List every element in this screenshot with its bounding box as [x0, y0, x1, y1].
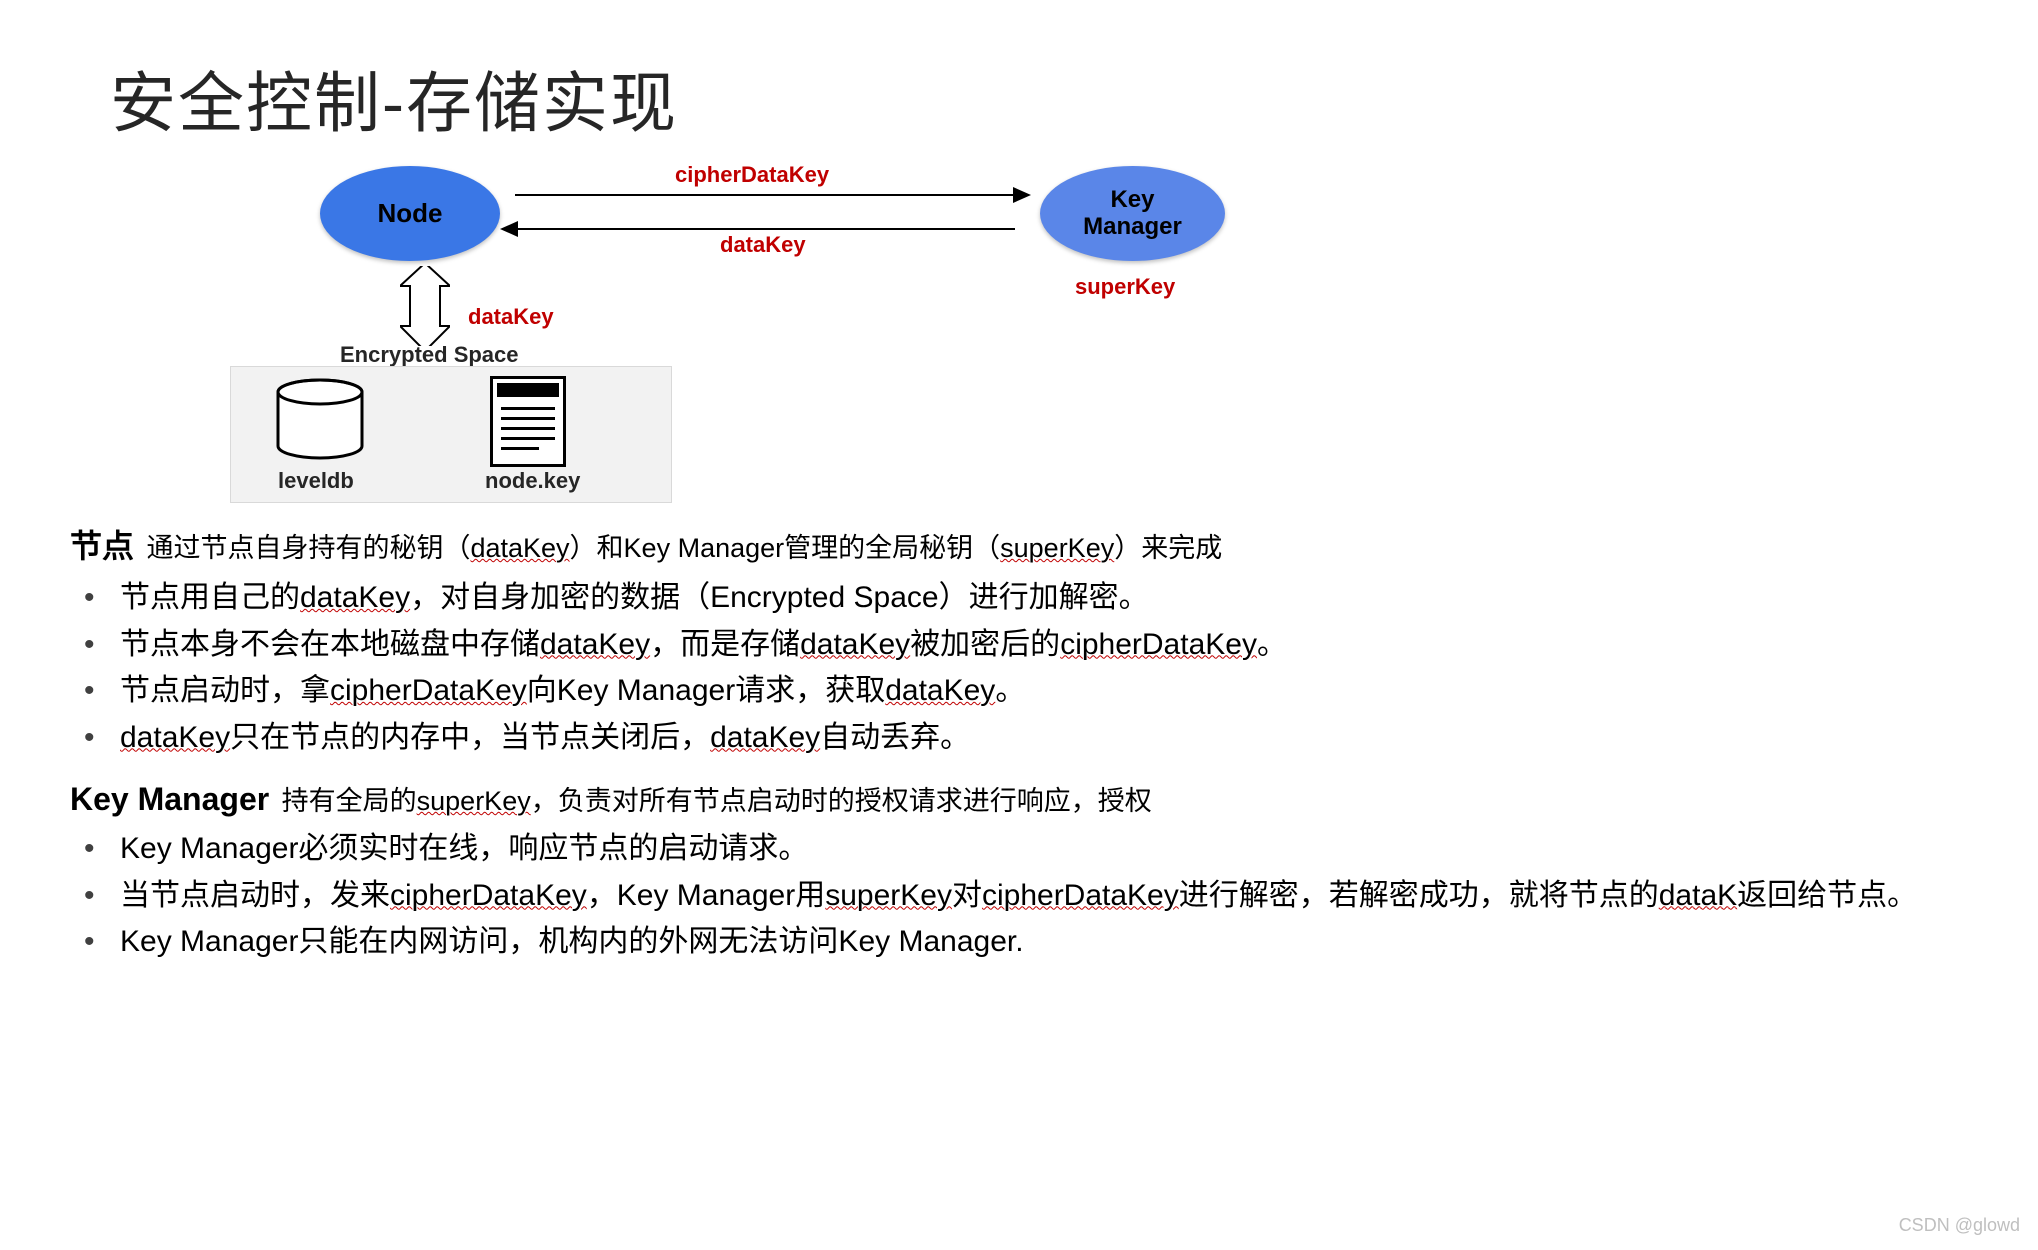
node-bullets: 节点用自己的dataKey，对自身加密的数据（Encrypted Space）进… [70, 575, 1968, 761]
down-data-key-label: dataKey [468, 304, 554, 330]
section-km-head: Key Manager [70, 781, 269, 817]
arrow-top [515, 194, 1015, 196]
bullet-item: 节点启动时，拿cipherDataKey向Key Manager请求，获取dat… [70, 668, 1968, 715]
block-arrow-icon [400, 266, 450, 346]
bullet-item: dataKey只在节点的内存中，当节点关闭后，dataKey自动丢弃。 [70, 715, 1968, 762]
section-node-sub: 通过节点自身持有的秘钥（dataKey）和Key Manager管理的全局秘钥（… [146, 533, 1222, 563]
section-km-sub: 持有全局的superKey，负责对所有节点启动时的授权请求进行响应，授权 [282, 786, 1152, 816]
bullet-item: 节点用自己的dataKey，对自身加密的数据（Encrypted Space）进… [70, 575, 1968, 622]
section-node: 节点 通过节点自身持有的秘钥（dataKey）和Key Manager管理的全局… [70, 521, 1968, 567]
cipher-data-key-label: cipherDataKey [675, 162, 829, 188]
arrow-bottom [515, 228, 1015, 230]
leveldb-icon [270, 378, 370, 468]
page-title: 安全控制-存储实现 [110, 50, 1968, 146]
architecture-diagram: Node KeyManager cipherDataKey dataKey su… [190, 166, 1290, 506]
super-key-label: superKey [1075, 274, 1175, 300]
watermark: CSDN @glowd [1899, 1215, 2020, 1236]
nodekey-file-icon [490, 376, 566, 467]
node-ellipse: Node [320, 166, 500, 261]
encrypted-space-title: Encrypted Space [340, 342, 519, 368]
bullet-item: 节点本身不会在本地磁盘中存储dataKey，而是存储dataKey被加密后的ci… [70, 622, 1968, 669]
km-bullets: Key Manager必须实时在线，响应节点的启动请求。当节点启动时，发来cip… [70, 826, 1968, 966]
km-label-line1: KeyManager [1083, 187, 1182, 240]
data-key-label: dataKey [720, 232, 806, 258]
leveldb-label: leveldb [278, 468, 354, 494]
key-manager-ellipse: KeyManager [1040, 166, 1225, 261]
bullet-item: 当节点启动时，发来cipherDataKey，Key Manager用super… [70, 873, 1968, 920]
arrow-bottom-head [500, 221, 518, 237]
bullet-item: Key Manager必须实时在线，响应节点的启动请求。 [70, 826, 1968, 873]
nodekey-label: node.key [485, 468, 580, 494]
section-node-head: 节点 [70, 528, 134, 564]
section-km: Key Manager 持有全局的superKey，负责对所有节点启动时的授权请… [70, 779, 1968, 818]
bullet-item: Key Manager只能在内网访问，机构内的外网无法访问Key Manager… [70, 919, 1968, 966]
arrow-top-head [1013, 187, 1031, 203]
description-content: 节点 通过节点自身持有的秘钥（dataKey）和Key Manager管理的全局… [70, 521, 1968, 966]
